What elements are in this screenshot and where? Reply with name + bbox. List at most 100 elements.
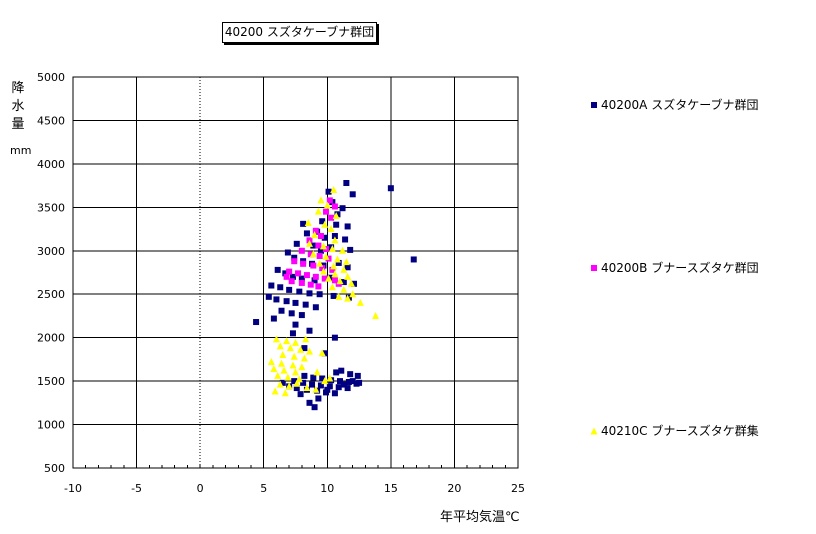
data-point-square (334, 211, 341, 218)
y-tick-label: 4000 (37, 158, 65, 171)
y-tick-label: 1500 (37, 375, 65, 388)
data-point-triangle (305, 347, 313, 355)
data-point-square (331, 203, 338, 210)
data-point-square (312, 227, 319, 234)
data-point-square (279, 379, 286, 386)
data-point-square (297, 391, 304, 398)
data-point-square (319, 218, 326, 225)
data-point-triangle (280, 366, 288, 374)
data-point-triangle (372, 311, 380, 319)
data-point-triangle (331, 270, 339, 278)
data-point-square (309, 381, 316, 388)
data-point-triangle (312, 385, 320, 393)
data-point-square (310, 262, 317, 269)
data-point-triangle (311, 231, 319, 239)
data-point-square (303, 230, 310, 237)
data-point-square (277, 284, 284, 291)
data-point-square (300, 379, 307, 386)
data-point-square (349, 191, 356, 198)
data-point-square (303, 272, 310, 279)
data-point-triangle (309, 250, 317, 258)
y-axis-label-char-1: 降 (11, 81, 25, 96)
data-point-triangle (344, 294, 352, 302)
data-point-triangle (270, 364, 278, 372)
data-point-square (270, 315, 277, 322)
data-point-square (347, 246, 354, 253)
data-point-triangle (276, 380, 284, 388)
data-point-square (326, 197, 333, 204)
data-point-square (333, 369, 340, 376)
data-point-square (298, 275, 305, 282)
data-point-square (319, 265, 326, 272)
data-point-square (282, 270, 289, 277)
data-point-triangle (331, 236, 339, 244)
data-point-square (342, 236, 349, 243)
data-point-square (301, 345, 308, 352)
data-point-square (337, 378, 343, 385)
data-point-square (331, 233, 338, 240)
data-point-triangle (322, 252, 330, 260)
data-point-square (387, 185, 394, 192)
data-point-square (315, 283, 322, 290)
data-point-triangle (279, 351, 287, 359)
data-point-triangle (293, 379, 301, 387)
data-point-triangle (272, 335, 280, 343)
y-axis-label-char-3: 量 (11, 117, 25, 132)
data-point-square (331, 277, 338, 284)
x-axis-label: 年平均気温℃ (440, 510, 520, 525)
data-point-square (291, 378, 298, 385)
data-point-square (289, 330, 296, 337)
data-point-square (300, 220, 307, 227)
data-point-square (331, 390, 338, 397)
data-point-triangle (313, 368, 321, 376)
data-point-triangle (349, 290, 357, 298)
data-point-square (321, 350, 328, 357)
data-point-square (343, 180, 350, 187)
data-point-triangle (317, 196, 325, 204)
data-point-square (326, 383, 333, 390)
data-point-square (344, 223, 351, 230)
data-point-square (316, 291, 323, 298)
data-point-square (291, 258, 298, 265)
data-point-square (265, 293, 272, 300)
data-point-square (274, 266, 281, 273)
data-point-square (284, 249, 291, 256)
legend-item-series-a: 40200A スズタケーブナ群団 (590, 96, 758, 113)
data-point-triangle (321, 220, 329, 228)
data-point-triangle (327, 225, 335, 233)
x-tick-label: 20 (447, 482, 461, 495)
x-tick-label: -5 (131, 482, 142, 495)
legend-square-marker-icon (591, 101, 597, 108)
data-point-triangle (298, 363, 306, 371)
data-point-square (340, 381, 347, 388)
data-point-square (296, 288, 303, 295)
legend-label-series-c: 40210C ブナースズタケ群集 (601, 424, 759, 438)
data-point-square (328, 214, 335, 221)
data-point-triangle (319, 242, 327, 250)
y-tick-label: 2000 (37, 332, 65, 345)
data-point-triangle (290, 352, 298, 360)
y-tick-label: 1000 (37, 419, 65, 432)
data-point-triangle (297, 345, 305, 353)
data-point-square (344, 385, 351, 392)
data-point-triangle (292, 338, 299, 346)
data-point-triangle (347, 279, 355, 287)
y-axis-label-char-2: 水 (11, 99, 25, 114)
data-point-square (312, 304, 319, 311)
data-point-triangle (276, 342, 284, 350)
data-point-square (300, 260, 307, 267)
data-point-square (292, 321, 299, 328)
x-tick-label: 5 (260, 482, 267, 495)
x-tick-label: 10 (320, 482, 334, 495)
data-point-square (311, 277, 318, 284)
data-point-square (286, 268, 293, 275)
data-point-square (288, 278, 295, 285)
data-point-triangle (323, 201, 331, 209)
data-point-triangle (330, 262, 338, 270)
data-point-square (273, 296, 280, 303)
data-point-square (354, 372, 361, 379)
data-point-square (307, 251, 314, 258)
data-point-triangle (328, 283, 336, 291)
data-point-square (283, 298, 290, 305)
